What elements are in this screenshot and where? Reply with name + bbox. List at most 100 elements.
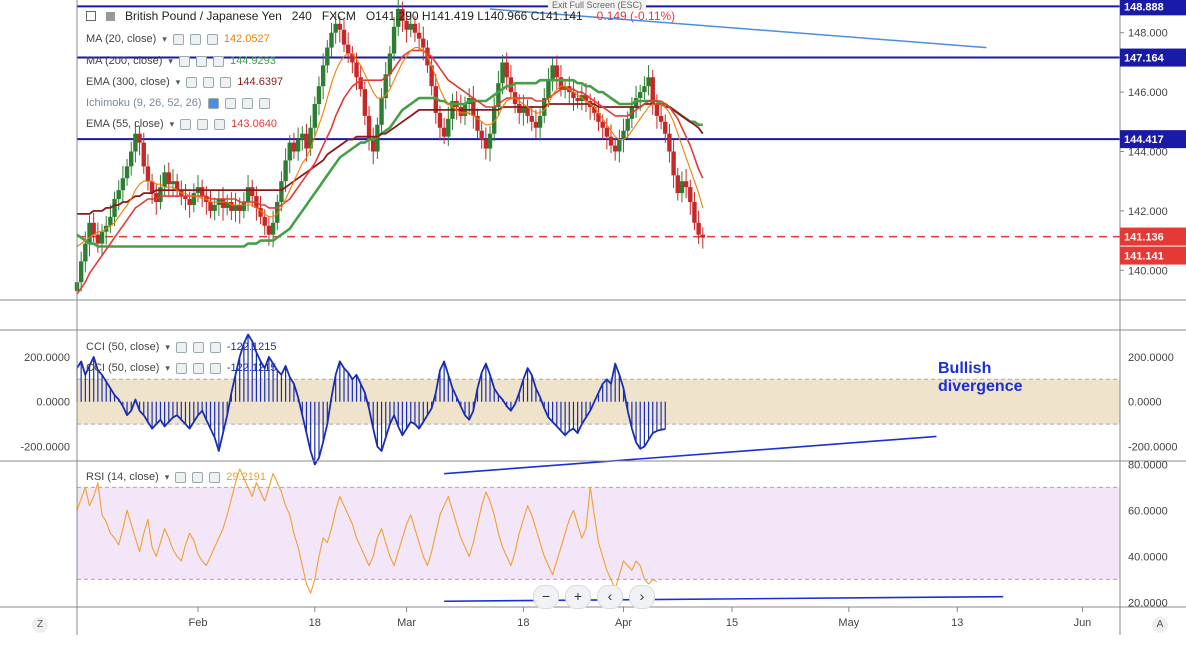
rsi-tick-label: 60.0000 [1128, 505, 1168, 517]
rsi-tick-label: 40.0000 [1128, 551, 1168, 563]
time-tick-label: 18 [309, 617, 321, 629]
close-icon[interactable] [209, 362, 221, 374]
zoom-in-button[interactable]: + [565, 585, 591, 609]
candle-body [350, 53, 355, 63]
eye-icon[interactable] [175, 362, 187, 374]
cci-tick-label: 200.0000 [1128, 352, 1174, 364]
level-price-tag [1120, 0, 1186, 16]
settings-icon[interactable] [241, 97, 253, 109]
candle-body [137, 133, 142, 143]
checkbox-icon[interactable] [86, 11, 96, 21]
legend-cci-2[interactable]: CCI (50, close) ▾ -122.1215 [86, 360, 276, 376]
candle-body [558, 77, 564, 90]
candle-body [333, 23, 338, 33]
time-tick-label: Mar [397, 617, 416, 629]
candle-body [124, 166, 130, 179]
eye-icon[interactable] [178, 55, 190, 67]
candle-body [646, 77, 651, 87]
candle-body [133, 133, 138, 152]
gear-icon[interactable] [192, 341, 204, 353]
last-price-label: 141.141 [1124, 251, 1164, 263]
chevron-down-icon[interactable]: ▾ [175, 76, 181, 87]
zoom-out-button[interactable]: − [533, 585, 559, 609]
close-icon[interactable] [206, 33, 218, 45]
eye-icon[interactable] [175, 341, 187, 353]
legend-ma20-value: 142.0527 [223, 33, 270, 45]
candle-body [250, 187, 255, 197]
interval-label[interactable]: 240 [291, 9, 312, 23]
legend-ichimoku[interactable]: Ichimoku (9, 26, 52, 26) [86, 95, 270, 111]
legend-cci[interactable]: CCI (50, close) ▾ -122.1215 [86, 339, 276, 355]
candle-body [500, 62, 505, 84]
legend-rsi[interactable]: RSI (14, close) ▾ 29.2191 [86, 469, 266, 485]
chart-header: British Pound / Japanese Yen 240 FXCM O1… [86, 9, 675, 23]
candle-body [120, 178, 126, 191]
gear-icon[interactable] [195, 55, 207, 67]
eye-icon[interactable] [180, 118, 192, 130]
close-icon[interactable] [209, 471, 221, 483]
timezone-z-button[interactable]: Z [32, 617, 48, 633]
auto-scale-button[interactable]: A [1152, 617, 1168, 633]
eye-icon[interactable] [186, 76, 198, 88]
candle-body [600, 121, 605, 128]
chevron-down-icon[interactable]: ▾ [162, 33, 167, 44]
ma20-line [76, 47, 704, 247]
close-icon[interactable] [258, 97, 270, 109]
candle-body [87, 222, 92, 244]
scroll-back-button[interactable]: ‹ [597, 585, 623, 609]
gear-icon[interactable] [203, 76, 215, 88]
candle-body [650, 77, 655, 104]
close-icon[interactable] [209, 341, 221, 353]
exit-fullscreen-button[interactable]: Exit Full Screen (ESC) [548, 0, 647, 10]
candle-body [496, 83, 501, 107]
ema300-line [77, 103, 704, 215]
rsi-line [76, 468, 658, 594]
legend-ema300[interactable]: EMA (300, close) ▾ 144.6397 [86, 74, 283, 90]
candle-body [371, 139, 376, 152]
candle-body [141, 142, 146, 167]
candle-body [316, 86, 322, 104]
level-price-label: 144.417 [1124, 134, 1164, 146]
gear-icon[interactable] [192, 362, 204, 374]
candle-body [158, 187, 163, 202]
candle-body [692, 202, 697, 223]
gear-icon[interactable] [189, 33, 201, 45]
time-tick-label: Jun [1074, 617, 1092, 629]
candle-body [387, 53, 393, 75]
candle-body [550, 65, 555, 81]
close-icon[interactable] [212, 55, 224, 67]
eye-icon[interactable] [175, 471, 187, 483]
candle-body [487, 133, 493, 149]
eye-icon[interactable] [207, 97, 219, 109]
chevron-down-icon[interactable]: ▾ [165, 362, 170, 373]
gear-icon[interactable] [197, 118, 209, 130]
candle-body [108, 216, 113, 226]
candle-body [396, 8, 401, 27]
eye-icon[interactable] [172, 33, 184, 45]
close-icon[interactable] [220, 76, 232, 88]
legend-ma200[interactable]: MA (200, close) ▾ 144.9293 [86, 53, 276, 69]
gear-icon[interactable] [192, 471, 204, 483]
candle-body [675, 175, 680, 194]
legend-ema55[interactable]: EMA (55, close) ▾ 143.0640 [86, 116, 277, 132]
gear-icon[interactable] [224, 97, 236, 109]
ma200-line [76, 78, 703, 248]
price-tick-label: 146.000 [1128, 87, 1168, 99]
close-icon[interactable] [214, 118, 226, 130]
ohlc-readout: O141.290 H141.419 L140.966 C141.141 [365, 9, 583, 23]
candle-body [617, 139, 622, 152]
chevron-down-icon[interactable]: ▾ [164, 471, 170, 482]
candle-body [208, 202, 213, 211]
candle-body [345, 44, 351, 54]
chevron-down-icon[interactable]: ▾ [165, 341, 170, 352]
candle-body [304, 133, 309, 149]
candle-body [174, 181, 180, 191]
chevron-down-icon[interactable]: ▾ [169, 118, 175, 129]
legend-ma20[interactable]: MA (20, close) ▾ 142.0527 [86, 31, 270, 47]
scroll-forward-button[interactable]: › [629, 585, 655, 609]
candle-body [366, 115, 372, 140]
candle-body [667, 133, 672, 152]
candle-body [237, 204, 242, 211]
chevron-down-icon[interactable]: ▾ [168, 55, 173, 66]
